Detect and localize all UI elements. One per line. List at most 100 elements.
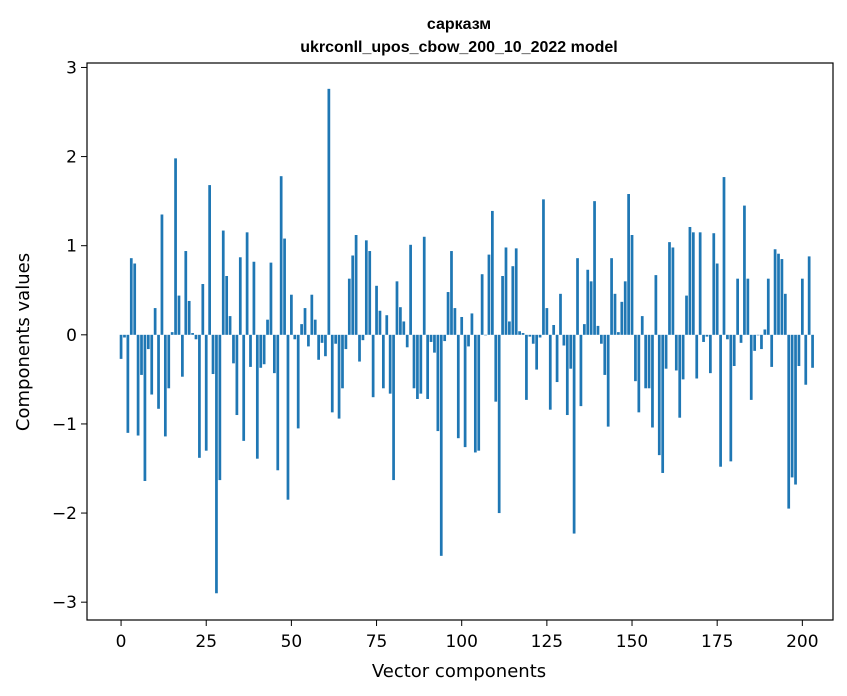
bar [446, 292, 450, 335]
bar [194, 334, 198, 340]
bar [743, 205, 746, 335]
bar [732, 334, 736, 367]
bar [392, 334, 395, 481]
bar [620, 301, 624, 335]
bar [157, 334, 160, 409]
bar [640, 316, 644, 335]
bar [187, 300, 191, 335]
bar [364, 240, 368, 335]
bar [749, 334, 753, 400]
bar [681, 334, 685, 380]
bar [634, 334, 637, 382]
bar [456, 334, 460, 439]
bar [242, 334, 246, 441]
bar [160, 214, 164, 335]
bar [760, 334, 763, 350]
y-tick-label: 3 [66, 58, 77, 78]
bar [269, 262, 273, 335]
bar [388, 334, 392, 394]
bar [582, 324, 586, 335]
bar [133, 263, 137, 335]
bar [777, 253, 780, 335]
bar [317, 334, 320, 360]
bar [719, 334, 722, 467]
bar [623, 281, 627, 335]
bar [691, 232, 695, 335]
bar [586, 269, 590, 335]
bar [521, 333, 525, 335]
bar [358, 334, 361, 362]
bar [146, 334, 150, 350]
bar [170, 332, 174, 335]
bar [794, 334, 797, 485]
bar [668, 242, 671, 335]
bar [235, 334, 239, 416]
bar [494, 334, 498, 402]
bar [463, 334, 467, 448]
bar [579, 334, 583, 407]
bar [283, 238, 286, 335]
bar [511, 266, 515, 335]
bar [804, 334, 808, 385]
bar [613, 293, 617, 335]
bar [729, 334, 733, 462]
bar [766, 278, 770, 335]
bar [337, 334, 341, 419]
bar [296, 334, 300, 429]
bar [753, 334, 757, 351]
bar [726, 334, 729, 340]
bar [606, 334, 610, 427]
bar [228, 316, 232, 335]
bar [303, 308, 307, 335]
bar [405, 334, 409, 348]
bar [334, 334, 338, 344]
bar [300, 324, 303, 335]
bar [167, 334, 171, 389]
bar [201, 284, 205, 335]
bar [627, 194, 630, 335]
bar [572, 334, 576, 534]
bar [600, 334, 603, 344]
bar [419, 334, 423, 394]
x-tick-label: 75 [366, 632, 388, 652]
bar [238, 257, 242, 335]
bar [255, 334, 259, 459]
bar [409, 244, 412, 335]
bar [327, 88, 331, 335]
x-tick-label: 0 [116, 632, 127, 652]
bar [259, 334, 263, 368]
bar [184, 251, 188, 335]
bar [385, 315, 389, 335]
bar [429, 334, 433, 342]
x-tick-label: 125 [531, 632, 563, 652]
bar [174, 158, 177, 335]
bar [126, 334, 130, 433]
bar [559, 293, 562, 335]
bar [399, 307, 402, 335]
bar [150, 334, 154, 395]
chart-title-line-1: сарказм [427, 16, 491, 33]
bar [344, 334, 348, 350]
bars-group [119, 88, 814, 594]
bar [266, 319, 269, 335]
y-tick-label: 0 [66, 326, 77, 346]
bar [402, 321, 406, 335]
bar [140, 334, 143, 375]
bar [528, 334, 532, 337]
bar [508, 321, 511, 335]
bar [252, 261, 256, 335]
bar [416, 334, 419, 399]
bar [603, 334, 607, 375]
x-tick-label: 175 [701, 632, 733, 652]
bar [800, 278, 804, 335]
bar [664, 334, 668, 369]
bar [181, 334, 184, 377]
bar [426, 334, 430, 399]
bar [797, 334, 801, 367]
bar [262, 334, 266, 365]
bar [276, 334, 280, 471]
y-axis-label: Components values [13, 253, 34, 431]
bar [552, 325, 556, 335]
y-tick-label: −2 [52, 504, 77, 524]
bar [688, 226, 692, 335]
